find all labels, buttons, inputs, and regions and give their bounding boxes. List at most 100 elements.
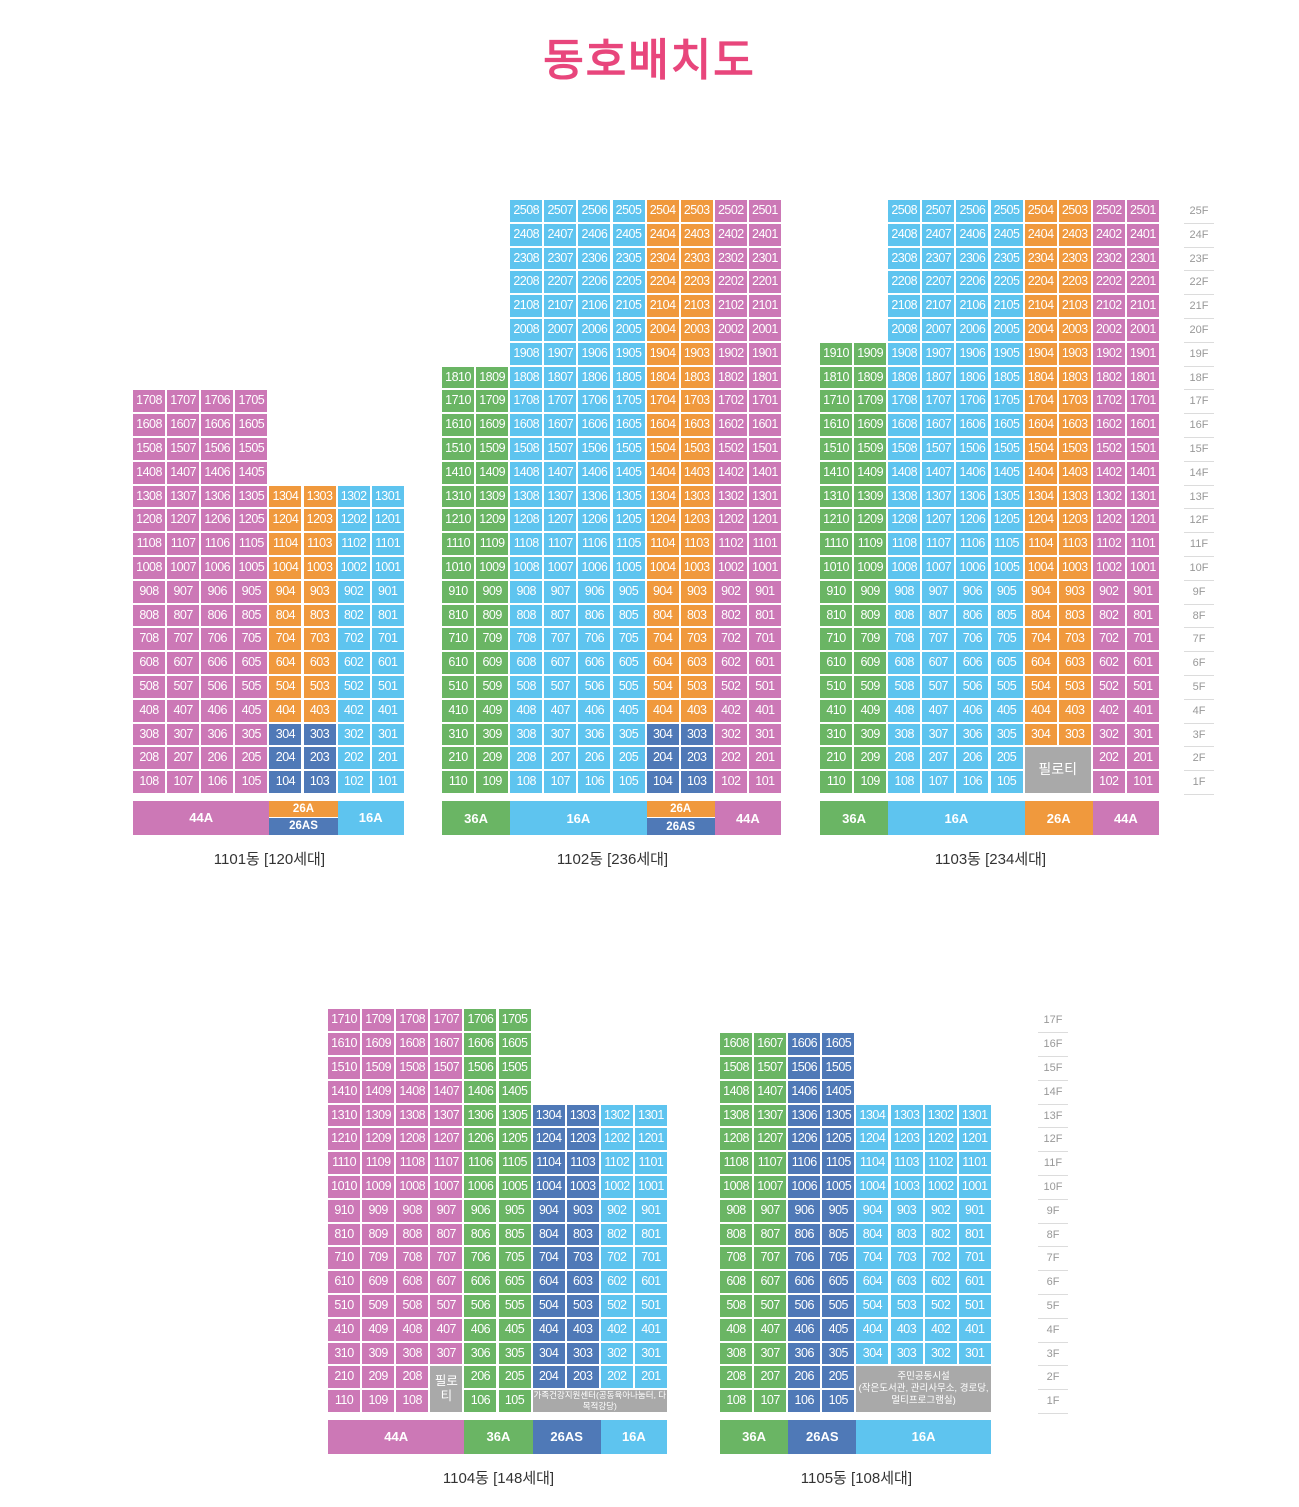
unit-cell: 109 bbox=[362, 1390, 395, 1412]
unit-cell: 1307 bbox=[754, 1104, 787, 1127]
unit-cell: 808 bbox=[888, 604, 921, 627]
unit-cell: 1601 bbox=[748, 414, 781, 436]
unit-cell: 1102 bbox=[337, 533, 370, 555]
unit-cell: 2303 bbox=[680, 247, 713, 270]
unit-cell: 907 bbox=[167, 580, 200, 603]
unit-cell: 905 bbox=[822, 1199, 855, 1222]
unit-cell: 1904 bbox=[1024, 342, 1057, 365]
unit-cell: 1709 bbox=[476, 390, 509, 413]
unit-cell: 2501 bbox=[748, 200, 781, 222]
unit-cell: 1005 bbox=[235, 556, 268, 579]
unit-cell: 1110 bbox=[442, 533, 475, 555]
unit-cell: 810 bbox=[442, 604, 475, 627]
unit-cell: 807 bbox=[430, 1223, 463, 1246]
unit-cell: 1301 bbox=[371, 485, 404, 508]
unit-cell: 1007 bbox=[430, 1175, 463, 1198]
unit-cell: 802 bbox=[337, 604, 370, 627]
unit-cell: 901 bbox=[634, 1199, 667, 1222]
unit-cell: 1002 bbox=[924, 1175, 957, 1198]
unit-cell: 2301 bbox=[748, 247, 781, 270]
unit-cell: 209 bbox=[854, 747, 887, 770]
unit-cell: 1201 bbox=[748, 509, 781, 532]
unit-cell: 701 bbox=[1126, 628, 1159, 651]
unit-cell: 507 bbox=[544, 676, 577, 698]
unit-cell: 210 bbox=[442, 747, 475, 770]
unit-cell: 807 bbox=[754, 1223, 787, 1246]
floor-label: 2F bbox=[1184, 747, 1214, 772]
unit-cell: 206 bbox=[464, 1366, 497, 1389]
unit-cell: 1303 bbox=[890, 1104, 923, 1127]
unit-cell: 2406 bbox=[578, 223, 611, 246]
unit-cell: 1403 bbox=[1058, 461, 1091, 484]
unit-cell: 1202 bbox=[600, 1128, 633, 1151]
unit-cell: 1508 bbox=[888, 438, 921, 460]
unit-cell: 303 bbox=[303, 723, 336, 746]
unit-cell: 1405 bbox=[498, 1080, 531, 1103]
unit-cell: 310 bbox=[820, 723, 853, 746]
unit-cell: 1707 bbox=[167, 390, 200, 413]
unit-cell: 2108 bbox=[888, 295, 921, 317]
unit-cell: 408 bbox=[888, 699, 921, 722]
unit-cell: 2302 bbox=[1092, 247, 1125, 270]
unit-cell: 401 bbox=[371, 699, 404, 722]
unit-cell: 2308 bbox=[888, 247, 921, 270]
unit-cell: 1408 bbox=[510, 461, 543, 484]
unit-cell: 2105 bbox=[612, 295, 645, 317]
unit-cell: 2307 bbox=[544, 247, 577, 270]
floor-label: 8F bbox=[1038, 1224, 1068, 1248]
unit-cell: 1103 bbox=[680, 533, 713, 555]
unit-cell: 407 bbox=[754, 1318, 787, 1341]
unit-cell: 1707 bbox=[922, 390, 955, 413]
unit-cell: 105 bbox=[235, 771, 268, 793]
unit-cell: 2207 bbox=[922, 271, 955, 294]
unit-cell: 904 bbox=[532, 1199, 565, 1222]
unit-cell: 904 bbox=[646, 580, 679, 603]
floor-label: 9F bbox=[1184, 581, 1214, 605]
unit-cell: 1310 bbox=[820, 485, 853, 508]
unit-cell: 1208 bbox=[510, 509, 543, 532]
unit-cell: 1608 bbox=[510, 414, 543, 436]
unit-cell: 1206 bbox=[956, 509, 989, 532]
unit-cell: 1703 bbox=[680, 390, 713, 413]
unit-cell: 910 bbox=[820, 580, 853, 603]
unit-cell: 601 bbox=[1126, 652, 1159, 674]
unit-cell: 1407 bbox=[430, 1080, 463, 1103]
unit-cell: 102 bbox=[337, 771, 370, 793]
unit-cell: 801 bbox=[371, 604, 404, 627]
unit-cell: 1803 bbox=[680, 366, 713, 389]
unit-cell: 907 bbox=[430, 1199, 463, 1222]
unit-cell: 402 bbox=[924, 1318, 957, 1341]
unit-cell: 304 bbox=[269, 723, 302, 746]
unit-cell: 1406 bbox=[788, 1080, 821, 1103]
unit-cell: 603 bbox=[566, 1271, 599, 1293]
unit-cell: 708 bbox=[888, 628, 921, 651]
unit-cell: 2001 bbox=[748, 319, 781, 341]
unit-cell: 507 bbox=[754, 1294, 787, 1317]
unit-cell: 2004 bbox=[646, 319, 679, 341]
unit-cell: 1105 bbox=[235, 533, 268, 555]
unit-cell: 610 bbox=[328, 1271, 361, 1293]
unit-cell: 1204 bbox=[532, 1128, 565, 1151]
unit-cell: 1008 bbox=[720, 1175, 753, 1198]
unit-cell: 510 bbox=[328, 1294, 361, 1317]
unit-cell: 1608 bbox=[720, 1033, 753, 1055]
unit-cell: 703 bbox=[890, 1247, 923, 1270]
unit-cell: 1305 bbox=[612, 485, 645, 508]
unit-cell: 806 bbox=[464, 1223, 497, 1246]
unit-cell: 2108 bbox=[510, 295, 543, 317]
type-bar-16A: 16A bbox=[510, 801, 647, 835]
unit-cell: 407 bbox=[430, 1318, 463, 1341]
unit-cell: 1210 bbox=[820, 509, 853, 532]
unit-cell: 2205 bbox=[612, 271, 645, 294]
unit-cell: 706 bbox=[464, 1247, 497, 1270]
floor-label: 25F bbox=[1184, 200, 1214, 224]
unit-cell: 2101 bbox=[1126, 295, 1159, 317]
unit-cell: 801 bbox=[634, 1223, 667, 1246]
unit-cell: 904 bbox=[1024, 580, 1057, 603]
unit-cell: 1301 bbox=[634, 1104, 667, 1127]
unit-cell: 1802 bbox=[714, 366, 747, 389]
unit-cell: 110 bbox=[820, 771, 853, 793]
unit-cell: 308 bbox=[396, 1342, 429, 1365]
unit-cell: 301 bbox=[958, 1342, 991, 1365]
